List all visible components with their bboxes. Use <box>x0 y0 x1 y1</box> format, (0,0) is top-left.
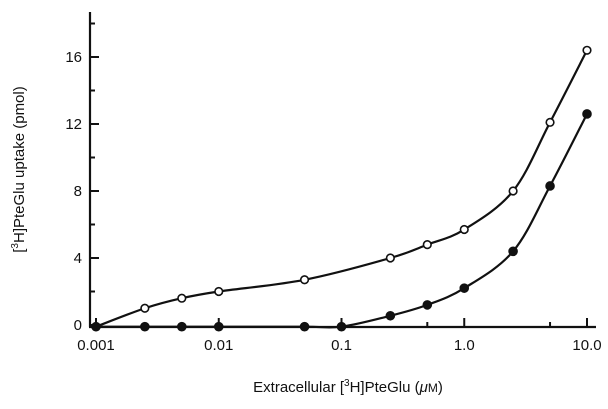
x-tick-label: 10.0 <box>572 337 601 354</box>
y-tick-label: 12 <box>65 116 82 133</box>
filled-circle-point <box>91 321 101 332</box>
axes <box>88 12 596 329</box>
filled-circle-point <box>213 321 224 332</box>
filled-circle-point <box>385 310 396 321</box>
y-axis-title: [3H]PteGlu uptake (pmol) <box>10 86 28 252</box>
filled-circle-point <box>545 181 555 191</box>
y-tick-label: 8 <box>74 183 82 200</box>
open-circle-point <box>422 240 432 250</box>
series-filled-circles <box>91 109 592 332</box>
x-axis-title: Extracellular [3H]PteGlu (μM) <box>253 378 443 396</box>
open-circle-point <box>582 45 592 55</box>
open-circle-point <box>385 253 395 263</box>
filled-circle-point <box>299 321 310 332</box>
open-circle-point <box>140 303 150 313</box>
series-open-circles <box>91 45 592 332</box>
filled-circle-point <box>459 283 470 293</box>
open-circle-point <box>459 224 469 235</box>
filled-circle-point <box>177 321 187 332</box>
open-circle-point <box>508 186 518 196</box>
x-tick-label: 0.001 <box>77 337 115 354</box>
open-circle-point <box>299 275 310 285</box>
open-circle-point <box>214 286 224 297</box>
open-circle-point <box>545 117 555 127</box>
filled-circle-point <box>582 109 592 119</box>
series-line <box>96 113 588 329</box>
filled-circle-point <box>422 300 433 310</box>
series <box>91 45 592 332</box>
x-tick-label: 0.01 <box>204 337 233 354</box>
y-tick-label: 0 <box>74 317 82 334</box>
x-tick-label: 0.1 <box>331 337 352 354</box>
y-tick-label: 4 <box>74 250 82 267</box>
filled-circle-point <box>336 321 347 332</box>
y-tick-label: 16 <box>65 49 82 66</box>
filled-circle-point <box>140 321 150 332</box>
open-circle-point <box>177 293 187 303</box>
x-tick-label: 1.0 <box>454 337 475 354</box>
filled-circle-point <box>508 246 518 257</box>
